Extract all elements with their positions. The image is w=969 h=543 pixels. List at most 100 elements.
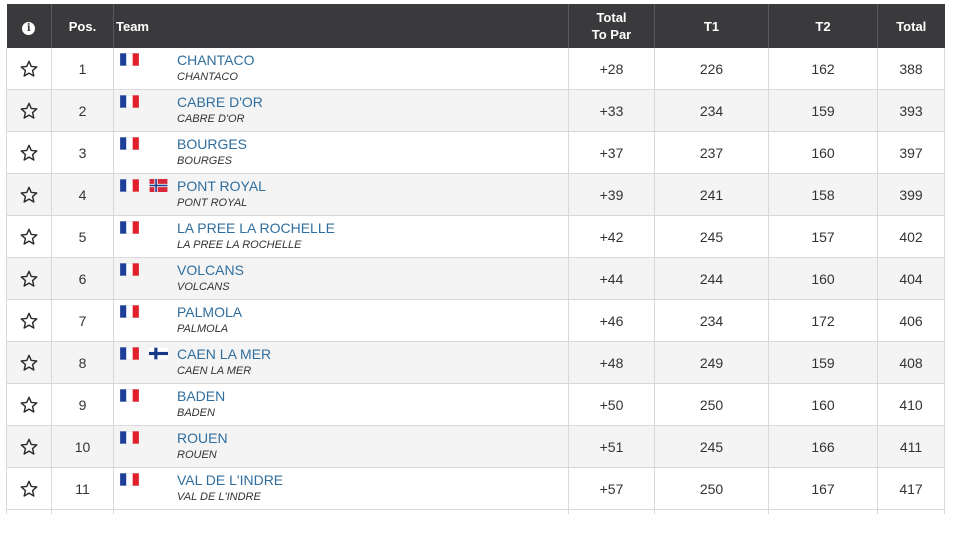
table-row: 6 VOLCANS VOLCANS +44 244 160 404 xyxy=(6,257,945,300)
total-cell: 417 xyxy=(877,467,945,510)
total-cell: 402 xyxy=(877,215,945,258)
team-cell: CAEN LA MER CAEN LA MER xyxy=(113,341,569,384)
position-cell: 6 xyxy=(51,257,114,300)
team-name-link[interactable]: CHANTACO xyxy=(177,52,255,68)
team-flags xyxy=(119,473,140,486)
star-icon[interactable] xyxy=(19,269,39,289)
star-icon[interactable] xyxy=(19,479,39,499)
empty-cell xyxy=(654,509,769,514)
team-cell: VOLCANS VOLCANS xyxy=(113,257,569,300)
favorite-cell xyxy=(6,467,52,510)
table-row: 4 PONT ROYAL PONT ROYAL +39 241 158 399 xyxy=(6,173,945,216)
favorite-cell xyxy=(6,215,52,258)
favorite-cell xyxy=(6,131,52,174)
to-par-cell: +44 xyxy=(568,257,655,300)
position-cell: 10 xyxy=(51,425,114,468)
team-name-link[interactable]: ROUEN xyxy=(177,430,228,446)
team-flags xyxy=(119,389,140,402)
team-flags xyxy=(119,347,168,360)
team-club-label: VAL DE L'INDRE xyxy=(177,491,261,503)
star-icon[interactable] xyxy=(19,395,39,415)
star-icon[interactable] xyxy=(19,353,39,373)
team-club-label: VOLCANS xyxy=(177,281,230,293)
team-flags xyxy=(119,53,140,66)
star-icon[interactable] xyxy=(19,311,39,331)
to-par-cell: +28 xyxy=(568,48,655,90)
position-cell: 9 xyxy=(51,383,114,426)
star-icon[interactable] xyxy=(19,227,39,247)
team-flags xyxy=(119,305,140,318)
position-cell: 7 xyxy=(51,299,114,342)
team-name-link[interactable]: LA PREE LA ROCHELLE xyxy=(177,220,335,236)
total-cell: 397 xyxy=(877,131,945,174)
team-club-label: CHANTACO xyxy=(177,71,238,83)
table-row-partial xyxy=(6,509,945,514)
team-header[interactable]: Team xyxy=(113,4,569,48)
france-flag-icon xyxy=(119,53,140,66)
position-cell: 11 xyxy=(51,467,114,510)
t1-cell: 245 xyxy=(654,215,769,258)
total-cell: 408 xyxy=(877,341,945,384)
to-par-cell: +51 xyxy=(568,425,655,468)
to-par-cell: +39 xyxy=(568,173,655,216)
france-flag-icon xyxy=(119,347,140,360)
favorite-cell xyxy=(6,257,52,300)
to-par-cell: +33 xyxy=(568,89,655,132)
position-cell: 1 xyxy=(51,48,114,90)
favorite-cell xyxy=(6,89,52,132)
position-cell: 3 xyxy=(51,131,114,174)
t1-cell: 234 xyxy=(654,89,769,132)
team-flags xyxy=(119,179,168,192)
total-header[interactable]: Total xyxy=(877,4,945,48)
favorite-cell xyxy=(6,425,52,468)
team-name-link[interactable]: VAL DE L'INDRE xyxy=(177,472,284,488)
team-club-label: BADEN xyxy=(177,407,215,419)
france-flag-icon xyxy=(119,179,140,192)
empty-cell xyxy=(568,509,655,514)
table-row: 5 LA PREE LA ROCHELLE LA PREE LA ROCHELL… xyxy=(6,215,945,258)
table-row: 1 CHANTACO CHANTACO +28 226 162 388 xyxy=(6,48,945,90)
t2-cell: 160 xyxy=(768,257,878,300)
star-icon[interactable] xyxy=(19,59,39,79)
team-name-link[interactable]: BADEN xyxy=(177,388,226,404)
favorite-cell xyxy=(6,173,52,216)
t2-cell: 157 xyxy=(768,215,878,258)
table-row: 9 BADEN BADEN +50 250 160 410 xyxy=(6,383,945,426)
table-row: 2 CABRE D'OR CABRE D'OR +33 234 159 393 xyxy=(6,89,945,132)
france-flag-icon xyxy=(119,473,140,486)
info-header[interactable]: i xyxy=(6,4,52,48)
total-cell: 411 xyxy=(877,425,945,468)
team-name-link[interactable]: VOLCANS xyxy=(177,262,244,278)
info-icon[interactable]: i xyxy=(22,21,36,35)
pos-header[interactable]: Pos. xyxy=(51,4,114,48)
to-par-cell: +48 xyxy=(568,341,655,384)
team-name-link[interactable]: PONT ROYAL xyxy=(177,178,266,194)
total-cell: 410 xyxy=(877,383,945,426)
t2-header[interactable]: T2 xyxy=(768,4,878,48)
star-icon[interactable] xyxy=(19,437,39,457)
team-flags xyxy=(119,95,140,108)
t2-cell: 162 xyxy=(768,48,878,90)
total-cell: 388 xyxy=(877,48,945,90)
team-name-link[interactable]: BOURGES xyxy=(177,136,248,152)
star-icon[interactable] xyxy=(19,101,39,121)
leaderboard-table: i Pos. Team Total To Par T1 T2 Total 1 CH… xyxy=(6,4,945,514)
t1-header[interactable]: T1 xyxy=(654,4,769,48)
team-flags xyxy=(119,431,140,444)
total-to-par-header-line1: Total xyxy=(596,10,627,25)
france-flag-icon xyxy=(119,221,140,234)
position-cell: 2 xyxy=(51,89,114,132)
table-row: 10 ROUEN ROUEN +51 245 166 411 xyxy=(6,425,945,468)
empty-cell xyxy=(877,509,945,514)
star-icon[interactable] xyxy=(19,143,39,163)
team-name-link[interactable]: PALMOLA xyxy=(177,304,243,320)
empty-cell xyxy=(6,509,52,514)
team-name-link[interactable]: CABRE D'OR xyxy=(177,94,263,110)
total-to-par-header[interactable]: Total To Par xyxy=(568,4,655,48)
star-icon[interactable] xyxy=(19,185,39,205)
team-name-link[interactable]: CAEN LA MER xyxy=(177,346,272,362)
t1-cell: 250 xyxy=(654,383,769,426)
to-par-cell: +50 xyxy=(568,383,655,426)
t2-cell: 167 xyxy=(768,467,878,510)
team-cell: CHANTACO CHANTACO xyxy=(113,48,569,90)
